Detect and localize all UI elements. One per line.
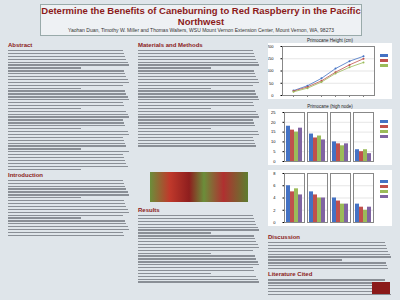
svg-text:0: 0 (273, 220, 276, 225)
html-text:Results: Results (138, 207, 160, 213)
svg-text:25: 25 (271, 110, 276, 115)
html-text:Abstract: Abstract (8, 42, 33, 48)
html-text:Introduction: Introduction (8, 171, 43, 178)
html-text:Materials and Methods: Materials and Methods (138, 42, 203, 48)
svg-text:8: 8 (273, 171, 276, 176)
html-text:Literature Cited: Literature Cited (268, 271, 313, 278)
svg-text:150: 150 (268, 56, 274, 61)
svg-text:5: 5 (273, 149, 276, 154)
svg-text:4: 4 (273, 195, 276, 200)
svg-text:0: 0 (271, 93, 274, 98)
svg-text:50: 50 (269, 81, 274, 86)
svg-text:100: 100 (268, 68, 274, 73)
svg-text:0: 0 (273, 159, 276, 164)
html-text:Primocane (high node): Primocane (high node) (307, 104, 353, 109)
svg-text:200: 200 (268, 44, 274, 49)
html-text:Primocane Height (cm): Primocane Height (cm) (307, 38, 353, 43)
svg-text:20: 20 (271, 120, 276, 125)
html-text:Yaohan Duan, Timothy W. Miller: Yaohan Duan, Timothy W. Miller and Thoma… (68, 27, 334, 33)
svg-text:2: 2 (273, 208, 276, 213)
svg-text:6: 6 (273, 183, 276, 188)
svg-text:10: 10 (271, 139, 276, 144)
html-text:Discussion: Discussion (268, 234, 300, 240)
svg-text:15: 15 (271, 129, 276, 134)
html-text:Determine the Benefits of Cane: Determine the Benefits of Caneburning to… (41, 5, 361, 27)
